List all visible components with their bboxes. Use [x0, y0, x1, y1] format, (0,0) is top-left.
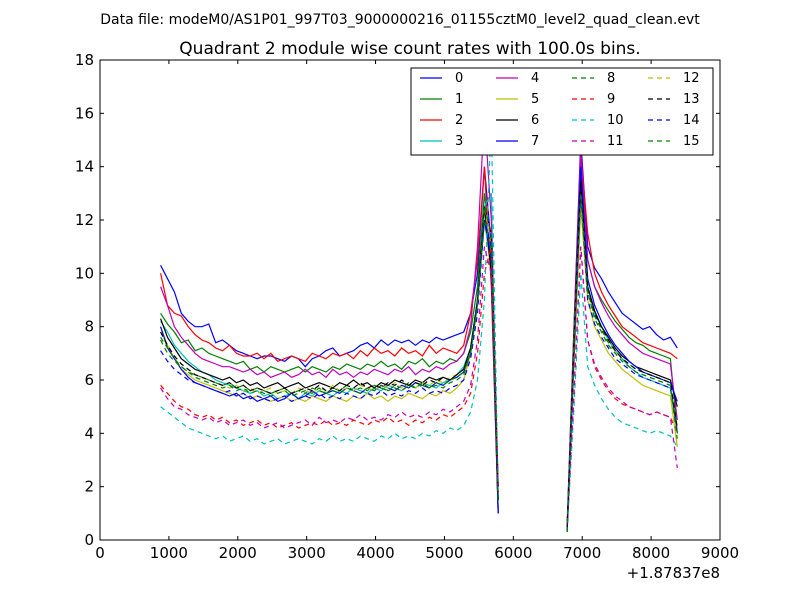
series-3-line: [160, 193, 499, 514]
x-tick-label: 1000: [150, 544, 188, 562]
series-8-line: [160, 219, 499, 487]
y-tick-label: 16: [75, 104, 94, 122]
x-tick-label: 4000: [356, 544, 394, 562]
series-14-line: [160, 219, 499, 501]
series-5-line: [160, 219, 499, 514]
legend-label-1: 1: [455, 92, 463, 107]
x-tick-label: 5000: [425, 544, 463, 562]
legend-label-15: 15: [683, 134, 700, 149]
x-offset-label: +1.87837e8: [627, 564, 720, 582]
plot-frame: [99, 59, 721, 541]
series-12-line: [160, 206, 499, 501]
y-tick-label: 2: [84, 478, 94, 496]
series-4-line: [160, 113, 499, 501]
chart-title: Quadrant 2 module wise count rates with …: [179, 39, 640, 59]
y-tick-label: 0: [84, 531, 94, 549]
series-14-line: [566, 193, 678, 533]
series-15-line: [160, 206, 499, 501]
legend-label-7: 7: [531, 134, 539, 149]
series-layer: [160, 113, 678, 533]
series-10-line: [160, 118, 499, 501]
series-7-line: [160, 219, 499, 514]
legend-label-6: 6: [531, 113, 539, 128]
legend-label-14: 14: [683, 113, 700, 128]
legend-label-2: 2: [455, 113, 463, 128]
series-13-line: [160, 206, 499, 501]
legend-label-8: 8: [607, 71, 615, 86]
legend-label-11: 11: [607, 134, 624, 149]
legend-label-9: 9: [607, 92, 615, 107]
series-13-line: [566, 179, 678, 530]
legend-box: [410, 67, 714, 156]
legend-label-4: 4: [531, 71, 539, 86]
series-2-line: [160, 166, 499, 514]
x-tick-label: 3000: [288, 544, 326, 562]
legend-label-3: 3: [455, 134, 463, 149]
legend-label-5: 5: [531, 92, 539, 107]
x-tick-label: 7000: [563, 544, 601, 562]
x-tick-label: 0: [95, 544, 105, 562]
y-tick-label: 18: [75, 51, 94, 69]
series-15-line: [566, 193, 678, 533]
y-tick-label: 4: [84, 424, 94, 442]
series-0-line: [160, 166, 499, 487]
y-tick-label: 14: [75, 158, 94, 176]
y-tick-label: 8: [84, 318, 94, 336]
y-tick-label: 12: [75, 211, 94, 229]
y-tick-label: 6: [84, 371, 94, 389]
series-2-line: [566, 153, 678, 530]
legend-label-0: 0: [455, 71, 463, 86]
series-5-line: [566, 206, 678, 533]
x-tick-label: 2000: [219, 544, 257, 562]
chart-suptitle: Data file: modeM0/AS1P01_997T03_90000002…: [100, 12, 700, 28]
x-tick-label: 9000: [701, 544, 739, 562]
x-tick-label: 6000: [494, 544, 532, 562]
x-tick-label: 8000: [632, 544, 670, 562]
legend-label-12: 12: [683, 71, 700, 86]
series-9-line: [160, 246, 499, 487]
series-10-line: [566, 273, 678, 533]
series-11-line: [160, 246, 499, 487]
y-tick-label: 10: [75, 264, 94, 282]
x-axis: 0 1000 2000 3000 4000 5000 6000 7000 8000 9000: [95, 60, 739, 562]
series-4-line: [566, 153, 678, 530]
legend-label-13: 13: [683, 92, 700, 107]
series-11-line: [566, 246, 678, 530]
legend-label-10: 10: [607, 113, 624, 128]
series-1-line: [160, 193, 499, 501]
